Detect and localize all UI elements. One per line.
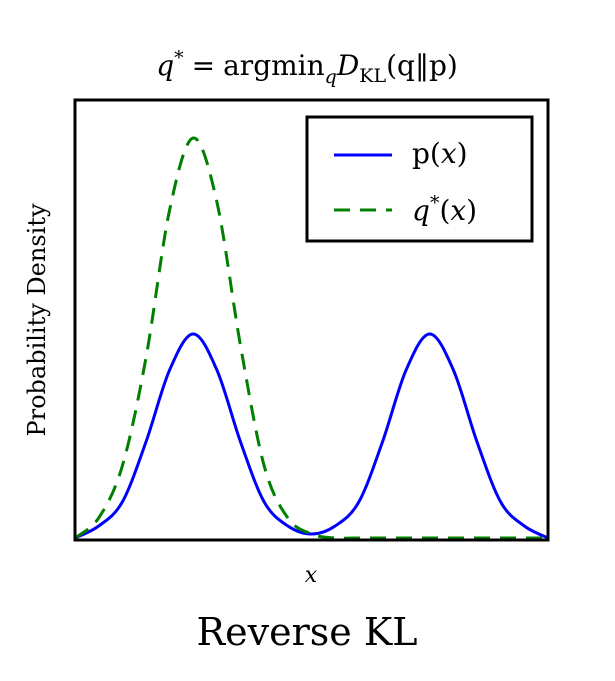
series-line-q-star	[74, 136, 548, 540]
series-layer	[74, 136, 549, 540]
legend-label-p: p(x)	[412, 137, 468, 170]
chart-subtitle: Reverse KL	[197, 610, 418, 654]
legend: p(x) q*(x)	[305, 115, 534, 243]
legend-box	[305, 115, 534, 243]
plot-frame	[73, 98, 550, 542]
series-line-p	[74, 332, 549, 540]
chart-title: q* = argminqDKL(q‖p)	[156, 47, 458, 88]
x-axis-label: x	[305, 563, 318, 588]
y-axis-label: Probability Density	[23, 203, 51, 437]
legend-label-q: q*(x)	[412, 192, 477, 227]
